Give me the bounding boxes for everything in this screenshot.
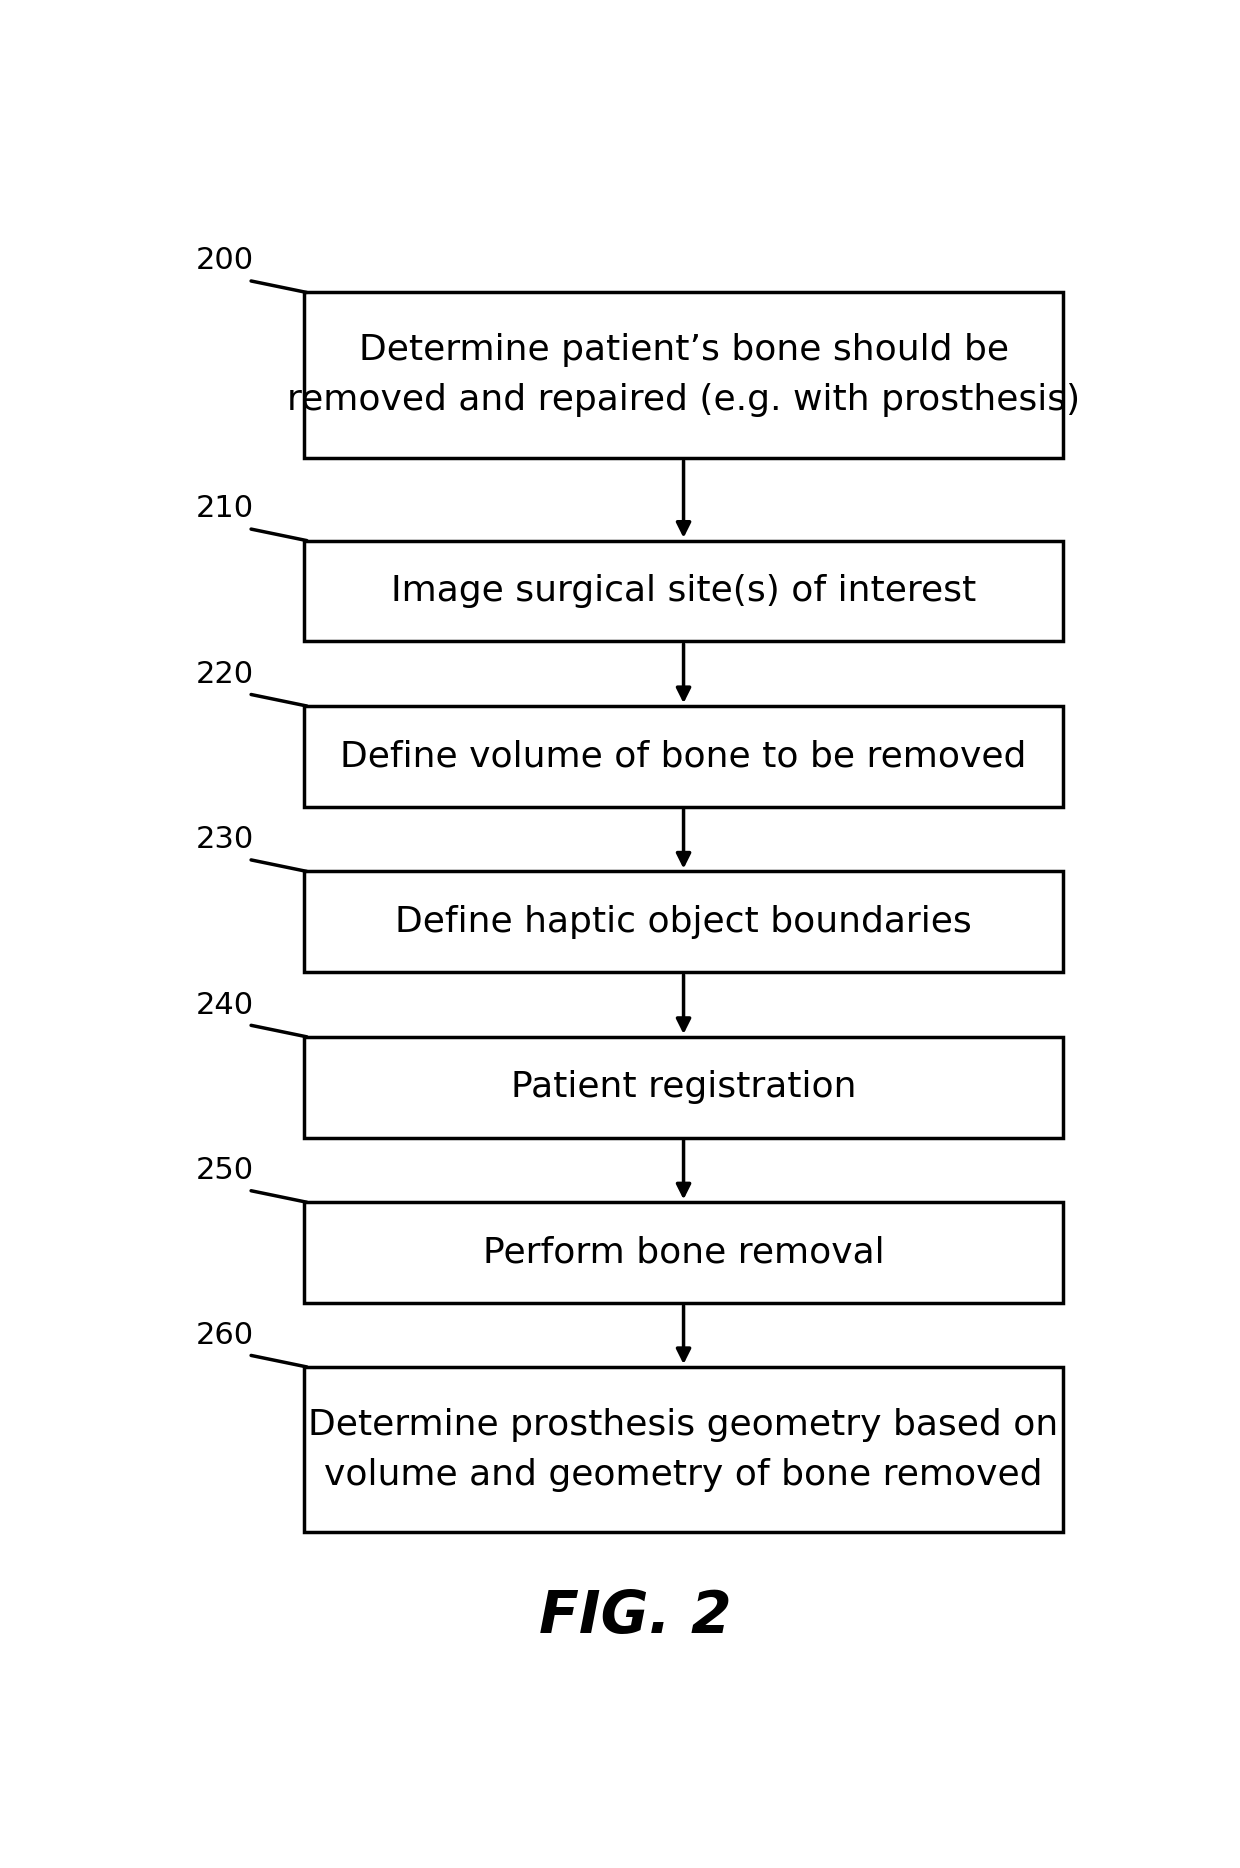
- Text: FIG. 2: FIG. 2: [539, 1588, 732, 1646]
- Text: 200: 200: [196, 247, 253, 275]
- Bar: [304, 1203, 1063, 1304]
- Text: 260: 260: [196, 1321, 253, 1351]
- Text: 240: 240: [196, 990, 253, 1020]
- Text: 250: 250: [196, 1156, 253, 1184]
- Bar: [304, 1037, 1063, 1138]
- Text: Image surgical site(s) of interest: Image surgical site(s) of interest: [391, 573, 976, 607]
- Text: 220: 220: [196, 659, 253, 689]
- Text: Determine prosthesis geometry based on
volume and geometry of bone removed: Determine prosthesis geometry based on v…: [309, 1408, 1059, 1493]
- Text: Patient registration: Patient registration: [511, 1070, 857, 1104]
- Text: Define volume of bone to be removed: Define volume of bone to be removed: [340, 740, 1027, 773]
- Text: Determine patient’s bone should be
removed and repaired (e.g. with prosthesis): Determine patient’s bone should be remov…: [286, 333, 1080, 417]
- Text: Perform bone removal: Perform bone removal: [482, 1235, 884, 1270]
- Bar: [304, 1367, 1063, 1532]
- Text: 230: 230: [196, 826, 254, 854]
- Text: Define haptic object boundaries: Define haptic object boundaries: [396, 904, 972, 940]
- Bar: [304, 870, 1063, 971]
- Text: 210: 210: [196, 495, 253, 523]
- Bar: [304, 293, 1063, 458]
- Bar: [304, 706, 1063, 807]
- Bar: [304, 540, 1063, 641]
